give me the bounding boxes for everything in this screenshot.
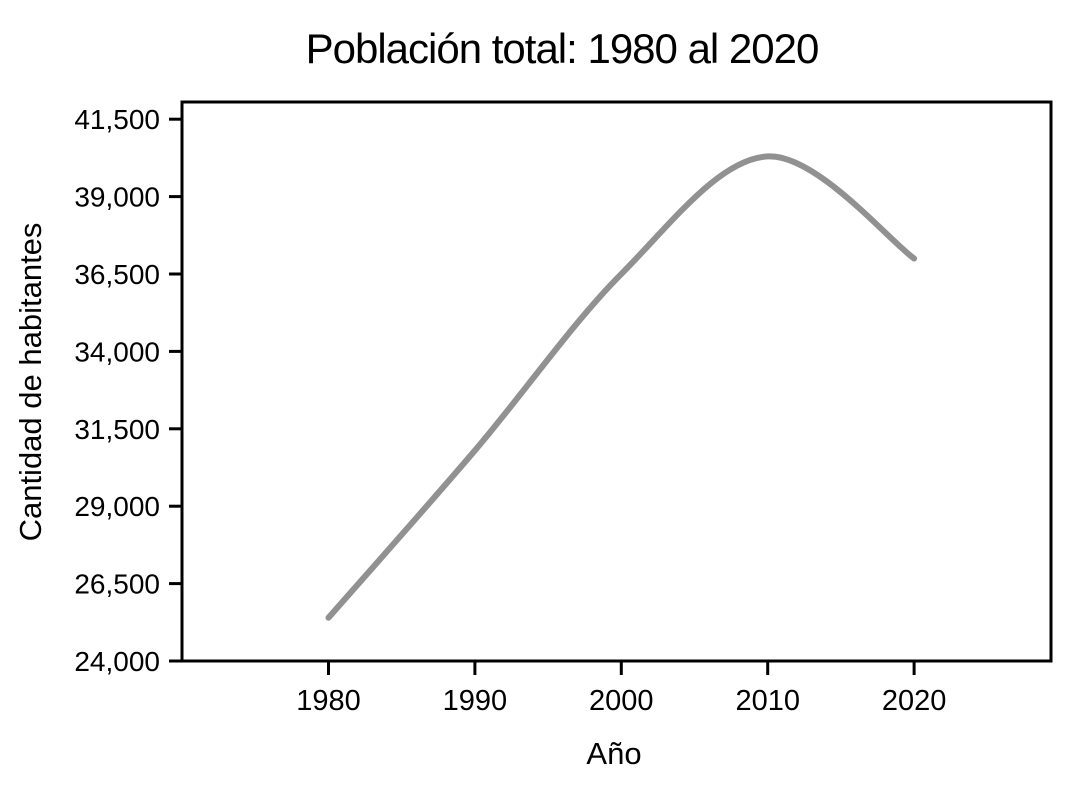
- x-tick-label: 2020: [882, 685, 947, 717]
- y-tick-label: 31,500: [74, 414, 160, 445]
- y-tick-label: 24,000: [74, 646, 160, 677]
- y-tick-label: 29,000: [74, 491, 160, 522]
- y-tick-label: 41,500: [74, 104, 160, 135]
- x-axis-label: Año: [586, 736, 642, 771]
- y-tick-label: 39,000: [74, 182, 160, 213]
- x-tick-label: 1980: [296, 685, 361, 717]
- y-tick-label: 36,500: [74, 259, 160, 290]
- population-curve: [325, 153, 918, 621]
- x-tick-label: 1990: [443, 685, 508, 717]
- plot-frame: [180, 100, 1053, 663]
- x-tick-label: 2000: [589, 685, 654, 717]
- chart-title: Población total: 1980 al 2020: [305, 25, 820, 72]
- x-tick-label: 2010: [735, 685, 800, 717]
- y-tick-label: 26,500: [74, 569, 160, 600]
- y-tick-label: 34,000: [74, 336, 160, 367]
